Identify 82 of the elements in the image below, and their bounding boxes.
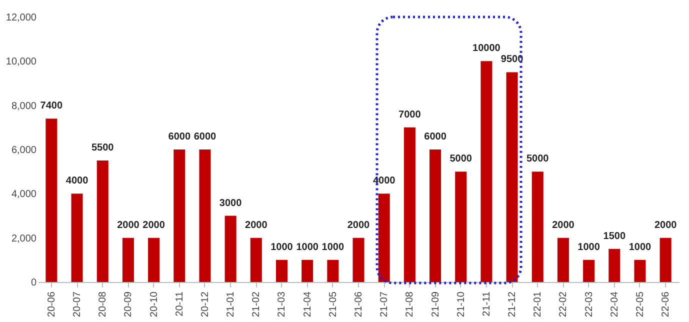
y-tick-label: 10,000: [6, 56, 37, 68]
data-label: 2000: [117, 220, 140, 231]
data-label: 7000: [398, 109, 422, 120]
y-tick-label: 4,000: [11, 189, 37, 200]
data-label: 3000: [219, 198, 242, 209]
x-tick-label: 21-05: [328, 291, 339, 318]
data-label: 1000: [322, 242, 344, 253]
y-tick-label: 2,000: [11, 233, 37, 244]
data-label: 2000: [142, 220, 166, 231]
data-label: 2000: [552, 220, 575, 231]
data-label: 1000: [296, 242, 319, 253]
bar: [276, 260, 288, 282]
data-label: 1000: [578, 242, 600, 253]
x-tick-label: 22-06: [660, 291, 672, 318]
data-label: 5000: [526, 154, 550, 165]
x-tick-label: 21-03: [276, 291, 288, 318]
bar: [352, 238, 364, 282]
bar: [199, 150, 211, 282]
bar: [634, 260, 646, 282]
data-label: 6000: [194, 132, 217, 142]
y-tick-label: 8,000: [11, 100, 37, 112]
bar: [532, 172, 544, 282]
bar: [46, 118, 58, 282]
x-tick-label: 21-04: [302, 291, 314, 318]
data-label: 4000: [372, 176, 396, 187]
data-label: 1000: [270, 242, 294, 253]
data-label: 1000: [628, 242, 652, 253]
data-label: 7400: [40, 100, 63, 112]
x-tick-label: 20-12: [200, 291, 211, 318]
x-tick-label: 21-07: [379, 291, 390, 318]
bar: [660, 238, 672, 282]
data-label: 10000: [472, 43, 501, 54]
bar: [430, 150, 442, 282]
data-label: 1500: [603, 230, 626, 242]
data-label: 6000: [168, 132, 191, 142]
x-tick-label: 21-11: [481, 291, 492, 316]
bar: [224, 216, 236, 282]
y-tick-label: 0: [30, 278, 37, 288]
bar: [96, 160, 108, 282]
data-label: 2000: [347, 220, 370, 231]
bar: [71, 194, 83, 282]
bar: [608, 248, 620, 282]
bar: [148, 238, 160, 282]
x-tick-label: 21-09: [430, 291, 442, 318]
data-label: 5500: [91, 142, 114, 154]
data-label: 2000: [654, 220, 678, 231]
x-tick-label: 21-08: [404, 291, 416, 318]
bar: [327, 260, 339, 282]
bar: [506, 72, 518, 282]
bar: [378, 194, 390, 282]
data-label: 6000: [424, 132, 447, 142]
y-tick-label: 6,000: [11, 145, 37, 156]
data-label: 5000: [450, 154, 472, 165]
x-tick-label: 22-01: [532, 291, 544, 318]
x-tick-label: 21-01: [226, 291, 237, 318]
bar: [480, 61, 492, 282]
bar: [455, 172, 467, 282]
x-tick-label: 20-06: [46, 291, 58, 318]
x-tick-label: 21-02: [251, 291, 262, 318]
x-tick-label: 21-06: [354, 291, 364, 318]
bar: [250, 238, 262, 282]
bar: [557, 238, 569, 282]
data-label: 4000: [66, 176, 89, 187]
x-tick-label: 20-08: [98, 291, 109, 318]
x-tick-label: 20-07: [72, 291, 84, 318]
bar: [583, 260, 595, 282]
x-tick-label: 20-10: [148, 291, 160, 318]
bar: [302, 260, 314, 282]
bar: [174, 150, 186, 282]
x-tick-label: 22-04: [609, 291, 620, 318]
bar: [404, 127, 416, 282]
y-tick-label: 12,000: [6, 12, 37, 24]
x-tick-label: 20-11: [174, 291, 186, 316]
bar: [122, 238, 134, 282]
x-tick-label: 22-05: [634, 291, 646, 318]
x-tick-label: 21-12: [507, 291, 518, 318]
x-tick-label: 20-09: [123, 291, 134, 318]
x-tick-label: 22-03: [584, 291, 595, 318]
data-label: 9500: [500, 54, 524, 66]
x-tick-label: 22-02: [558, 291, 570, 318]
x-tick-label: 21-10: [456, 291, 467, 318]
data-label: 2000: [245, 220, 268, 231]
